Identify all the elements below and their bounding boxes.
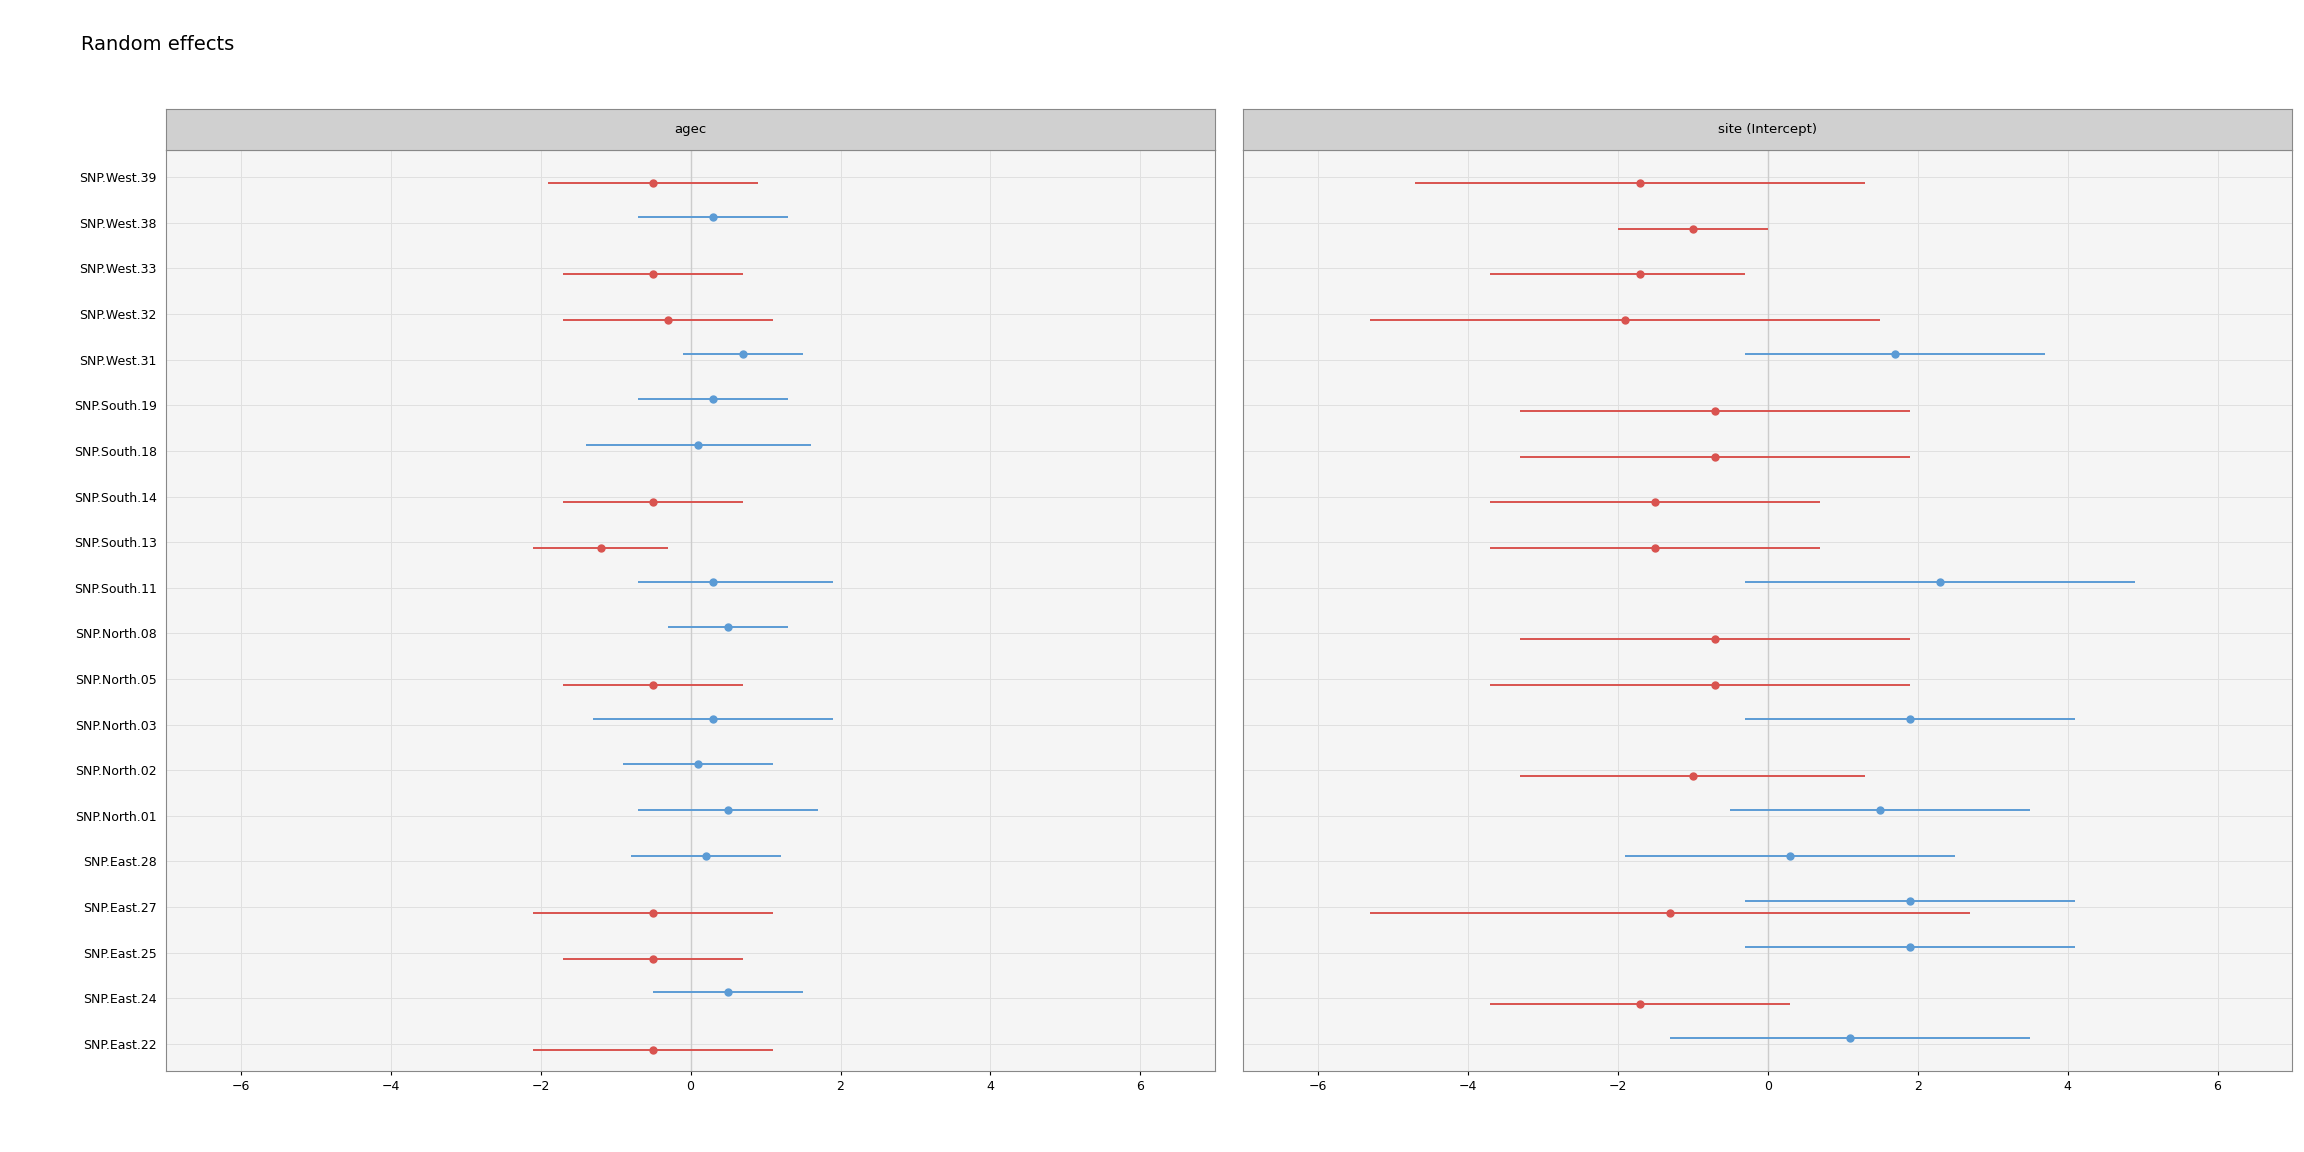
Text: agec: agec (675, 123, 707, 136)
Text: site (Intercept): site (Intercept) (1719, 123, 1818, 136)
Text: Random effects: Random effects (81, 35, 235, 53)
